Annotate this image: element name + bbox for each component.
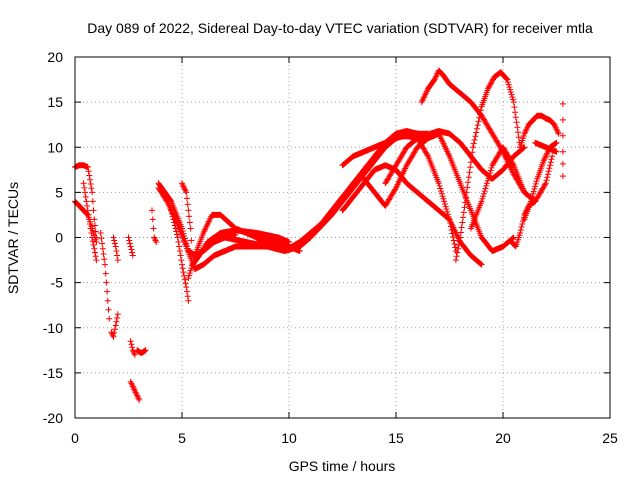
series-s26	[508, 198, 539, 250]
series-s11	[149, 207, 160, 245]
data-point-markers	[532, 139, 560, 155]
data-point-markers	[108, 311, 121, 340]
series-s2	[72, 198, 100, 245]
y-tick-label: 5	[55, 184, 63, 200]
data-point-markers	[452, 69, 524, 264]
series-s17	[204, 130, 421, 254]
series-s9	[110, 234, 121, 264]
series-s27	[517, 112, 562, 151]
y-tick-label: -5	[51, 275, 64, 291]
series-s10	[125, 234, 136, 259]
series-s29	[532, 139, 560, 155]
data-point-markers	[508, 198, 539, 250]
data-point-markers	[517, 112, 562, 151]
data-point-markers	[134, 347, 149, 356]
x-tick-label: 20	[495, 430, 511, 446]
data-point-markers	[339, 128, 528, 182]
data-point-markers	[360, 130, 517, 254]
y-tick-label: -15	[43, 365, 63, 381]
series-s8	[134, 347, 149, 356]
series-s22	[382, 135, 459, 254]
data-point-markers	[204, 130, 421, 254]
data-points	[72, 67, 566, 403]
x-axis-label: GPS time / hours	[289, 458, 396, 474]
data-point-markers	[80, 180, 100, 264]
series-s3	[80, 180, 100, 264]
y-tick-label: 10	[47, 139, 63, 155]
series-s24	[452, 69, 524, 264]
series-s30	[559, 100, 566, 180]
data-point-markers	[149, 207, 160, 245]
axis-ticks: 0 5 10 15 20 25 -20 -15 -10 -5 0 5 10 15 20	[43, 49, 618, 446]
data-point-markers	[110, 234, 121, 264]
chart-title: Day 089 of 2022, Sidereal Day-to-day VTE…	[87, 20, 593, 36]
y-tick-label: 0	[55, 230, 63, 246]
data-point-markers	[97, 230, 113, 322]
series-s5	[108, 311, 121, 340]
data-point-markers	[72, 198, 100, 245]
series-s6	[127, 338, 138, 358]
data-point-markers	[382, 135, 459, 254]
y-tick-label: -20	[43, 410, 63, 426]
y-tick-label: 15	[47, 94, 63, 110]
x-tick-label: 25	[602, 430, 618, 446]
x-tick-label: 5	[178, 430, 186, 446]
data-point-markers	[127, 338, 138, 358]
x-tick-label: 10	[281, 430, 297, 446]
data-point-markers	[125, 234, 136, 259]
x-tick-label: 0	[71, 430, 79, 446]
data-point-markers	[127, 378, 143, 403]
series-s7	[127, 378, 143, 403]
series-s21	[360, 130, 517, 254]
y-tick-label: -10	[43, 320, 63, 336]
data-point-markers	[559, 100, 566, 180]
y-axis-label: SDTVAR / TECUs	[5, 182, 21, 294]
x-tick-label: 15	[388, 430, 404, 446]
y-tick-label: 20	[47, 49, 63, 65]
series-s4	[97, 230, 113, 322]
series-s19	[339, 128, 528, 182]
